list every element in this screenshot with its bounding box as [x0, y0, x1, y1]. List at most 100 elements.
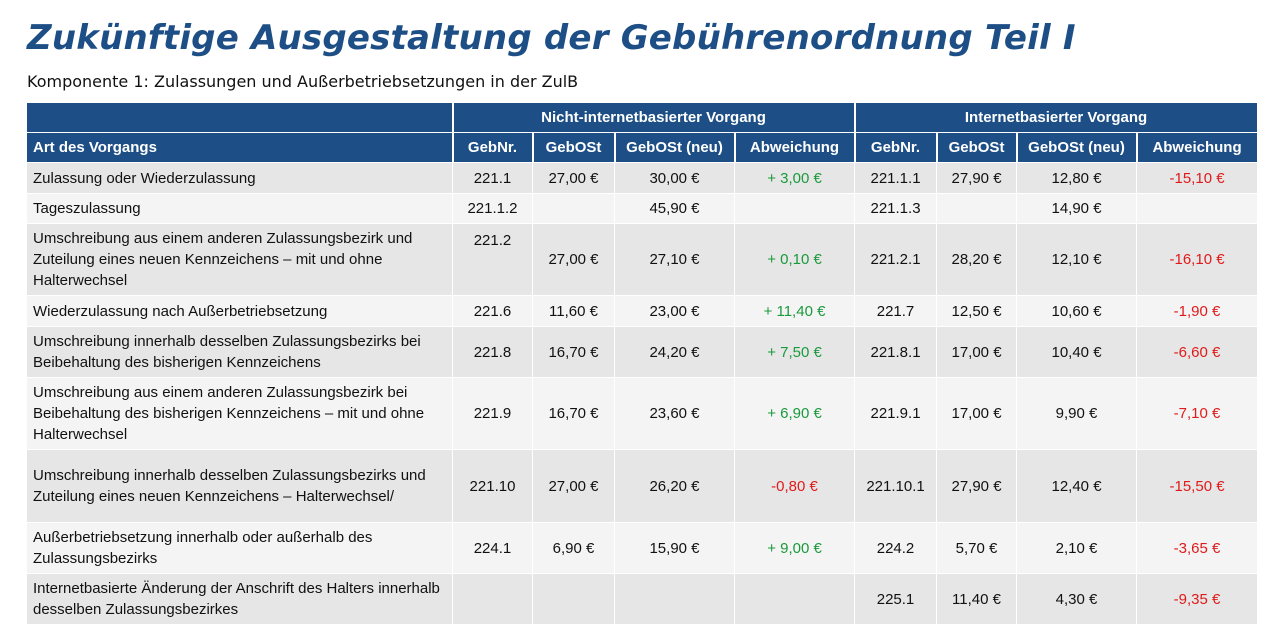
page-subtitle: Komponente 1: Zulassungen und Außerbetri… [27, 72, 579, 91]
row-abweichung: + 7,50 € [733, 326, 856, 378]
row-abweichung-internet: -15,10 € [1136, 162, 1259, 194]
row-abweichung: + 6,90 € [733, 377, 856, 450]
row-gebost-internet: 27,90 € [936, 162, 1018, 194]
row-gebost: 16,70 € [532, 326, 615, 378]
row-gebost-neu-internet: 2,10 € [1016, 522, 1138, 574]
row-gebost-neu-internet: 4,30 € [1016, 573, 1138, 625]
row-gebnr-internet: 221.1.1 [854, 162, 938, 194]
row-art: Wiederzulassung nach Außerbetriebsetzung [26, 295, 453, 327]
row-abweichung-internet: -15,50 € [1136, 449, 1259, 523]
row-gebost-internet: 17,00 € [936, 326, 1018, 378]
row-gebost: 27,00 € [532, 449, 615, 523]
row-gebost: 11,60 € [532, 295, 615, 327]
row-gebnr: 221.8 [452, 326, 533, 378]
row-gebnr-internet: 221.2.1 [854, 223, 938, 296]
table-row: Tageszulassung 221.1.2 45,90 € 221.1.3 1… [26, 193, 1259, 224]
row-gebost-neu-internet: 14,90 € [1016, 193, 1138, 224]
row-gebost-neu-internet: 10,40 € [1016, 326, 1138, 378]
row-abweichung: -0,80 € [733, 449, 856, 523]
row-abweichung-internet: -3,65 € [1136, 522, 1259, 574]
row-gebnr-internet: 225.1 [854, 573, 938, 625]
row-gebost-neu-internet: 12,40 € [1016, 449, 1138, 523]
row-gebost-internet: 17,00 € [936, 377, 1018, 450]
row-gebnr: 221.10 [452, 449, 533, 523]
page-title: Zukünftige Ausgestaltung der Gebührenord… [27, 18, 1076, 58]
row-gebnr: 221.2 [452, 223, 533, 296]
row-gebost-neu-internet: 10,60 € [1016, 295, 1138, 327]
group-header-non-internet: Nicht-internetbasierter Vorgang [451, 102, 856, 133]
row-gebnr-internet: 221.1.3 [854, 193, 938, 224]
row-art: Tageszulassung [26, 193, 453, 224]
row-gebost-neu: 23,00 € [614, 295, 735, 327]
row-gebnr-internet: 224.2 [854, 522, 938, 574]
row-gebost-neu-internet: 12,80 € [1016, 162, 1138, 194]
row-gebnr-internet: 221.8.1 [854, 326, 938, 378]
row-art: Zulassung oder Wiederzulassung [26, 162, 453, 194]
table-row: Zulassung oder Wiederzulassung 221.1 27,… [26, 162, 1259, 194]
table-row: Umschreibung aus einem anderen Zulassung… [26, 223, 1259, 296]
row-gebnr-internet: 221.10.1 [854, 449, 938, 523]
col-header-gebnr: GebNr. [854, 132, 938, 163]
row-gebost-neu-internet: 9,90 € [1016, 377, 1138, 450]
table-row: Umschreibung aus einem anderen Zulassung… [26, 377, 1259, 450]
row-art: Internetbasierte Änderung der Anschrift … [26, 573, 453, 625]
row-gebost-neu: 26,20 € [614, 449, 735, 523]
col-header-gebost: GebOSt [936, 132, 1018, 163]
row-abweichung: + 9,00 € [733, 522, 856, 574]
table-row: Außerbetriebsetzung innerhalb oder außer… [26, 522, 1259, 574]
row-abweichung-internet [1136, 193, 1259, 224]
row-gebnr: 221.1.2 [452, 193, 533, 224]
row-art: Umschreibung innerhalb desselben Zulassu… [26, 326, 453, 378]
row-abweichung-internet: -16,10 € [1136, 223, 1259, 296]
row-gebost: 27,00 € [532, 223, 615, 296]
row-abweichung-internet: -1,90 € [1136, 295, 1259, 327]
row-gebost-internet: 27,90 € [936, 449, 1018, 523]
row-gebost [532, 193, 615, 224]
row-gebnr-internet: 221.9.1 [854, 377, 938, 450]
col-header-abweichung: Abweichung [733, 132, 856, 163]
row-gebost-neu: 24,20 € [614, 326, 735, 378]
row-gebost-internet: 12,50 € [936, 295, 1018, 327]
row-gebnr: 221.1 [452, 162, 533, 194]
row-gebost-neu: 27,10 € [614, 223, 735, 296]
row-gebost-neu: 30,00 € [614, 162, 735, 194]
row-gebost-internet [936, 193, 1018, 224]
row-gebost: 27,00 € [532, 162, 615, 194]
row-abweichung-internet: -6,60 € [1136, 326, 1259, 378]
row-gebnr-internet: 221.7 [854, 295, 938, 327]
row-gebost-internet: 5,70 € [936, 522, 1018, 574]
row-abweichung-internet: -7,10 € [1136, 377, 1259, 450]
col-header-gebost-neu: GebOSt (neu) [614, 132, 736, 163]
row-gebost-internet: 11,40 € [936, 573, 1018, 625]
row-abweichung: + 0,10 € [733, 223, 856, 296]
table-row: Umschreibung innerhalb desselben Zulassu… [26, 449, 1259, 523]
row-art: Umschreibung innerhalb desselben Zulassu… [26, 449, 453, 523]
col-header-gebost-neu: GebOSt (neu) [1016, 132, 1138, 163]
row-gebost: 16,70 € [532, 377, 615, 450]
row-abweichung: + 11,40 € [733, 295, 856, 327]
col-header-gebnr: GebNr. [452, 132, 534, 163]
row-gebost: 6,90 € [532, 522, 615, 574]
row-gebost-neu [614, 573, 735, 625]
table-row: Umschreibung innerhalb desselben Zulassu… [26, 326, 1259, 378]
row-gebnr: 221.6 [452, 295, 533, 327]
row-gebost-neu: 45,90 € [614, 193, 735, 224]
group-header-internet: Internetbasierter Vorgang [854, 102, 1259, 133]
col-header-gebost: GebOSt [532, 132, 616, 163]
fee-table: Nicht-internetbasierter Vorgang Internet… [26, 102, 1259, 625]
row-abweichung [733, 193, 856, 224]
row-abweichung-internet: -9,35 € [1136, 573, 1259, 625]
row-art: Umschreibung aus einem anderen Zulassung… [26, 223, 453, 296]
table-row: Internetbasierte Änderung der Anschrift … [26, 573, 1259, 625]
row-gebnr: 221.9 [452, 377, 533, 450]
row-abweichung [733, 573, 856, 625]
row-gebost-neu-internet: 12,10 € [1016, 223, 1138, 296]
row-abweichung: + 3,00 € [733, 162, 856, 194]
row-gebnr: 224.1 [452, 522, 533, 574]
col-header-art: Art des Vorgangs [26, 132, 454, 163]
header-blank [26, 102, 454, 133]
row-art: Umschreibung aus einem anderen Zulassung… [26, 377, 453, 450]
row-gebost-internet: 28,20 € [936, 223, 1018, 296]
table-row: Wiederzulassung nach Außerbetriebsetzung… [26, 295, 1259, 327]
row-gebost-neu: 23,60 € [614, 377, 735, 450]
